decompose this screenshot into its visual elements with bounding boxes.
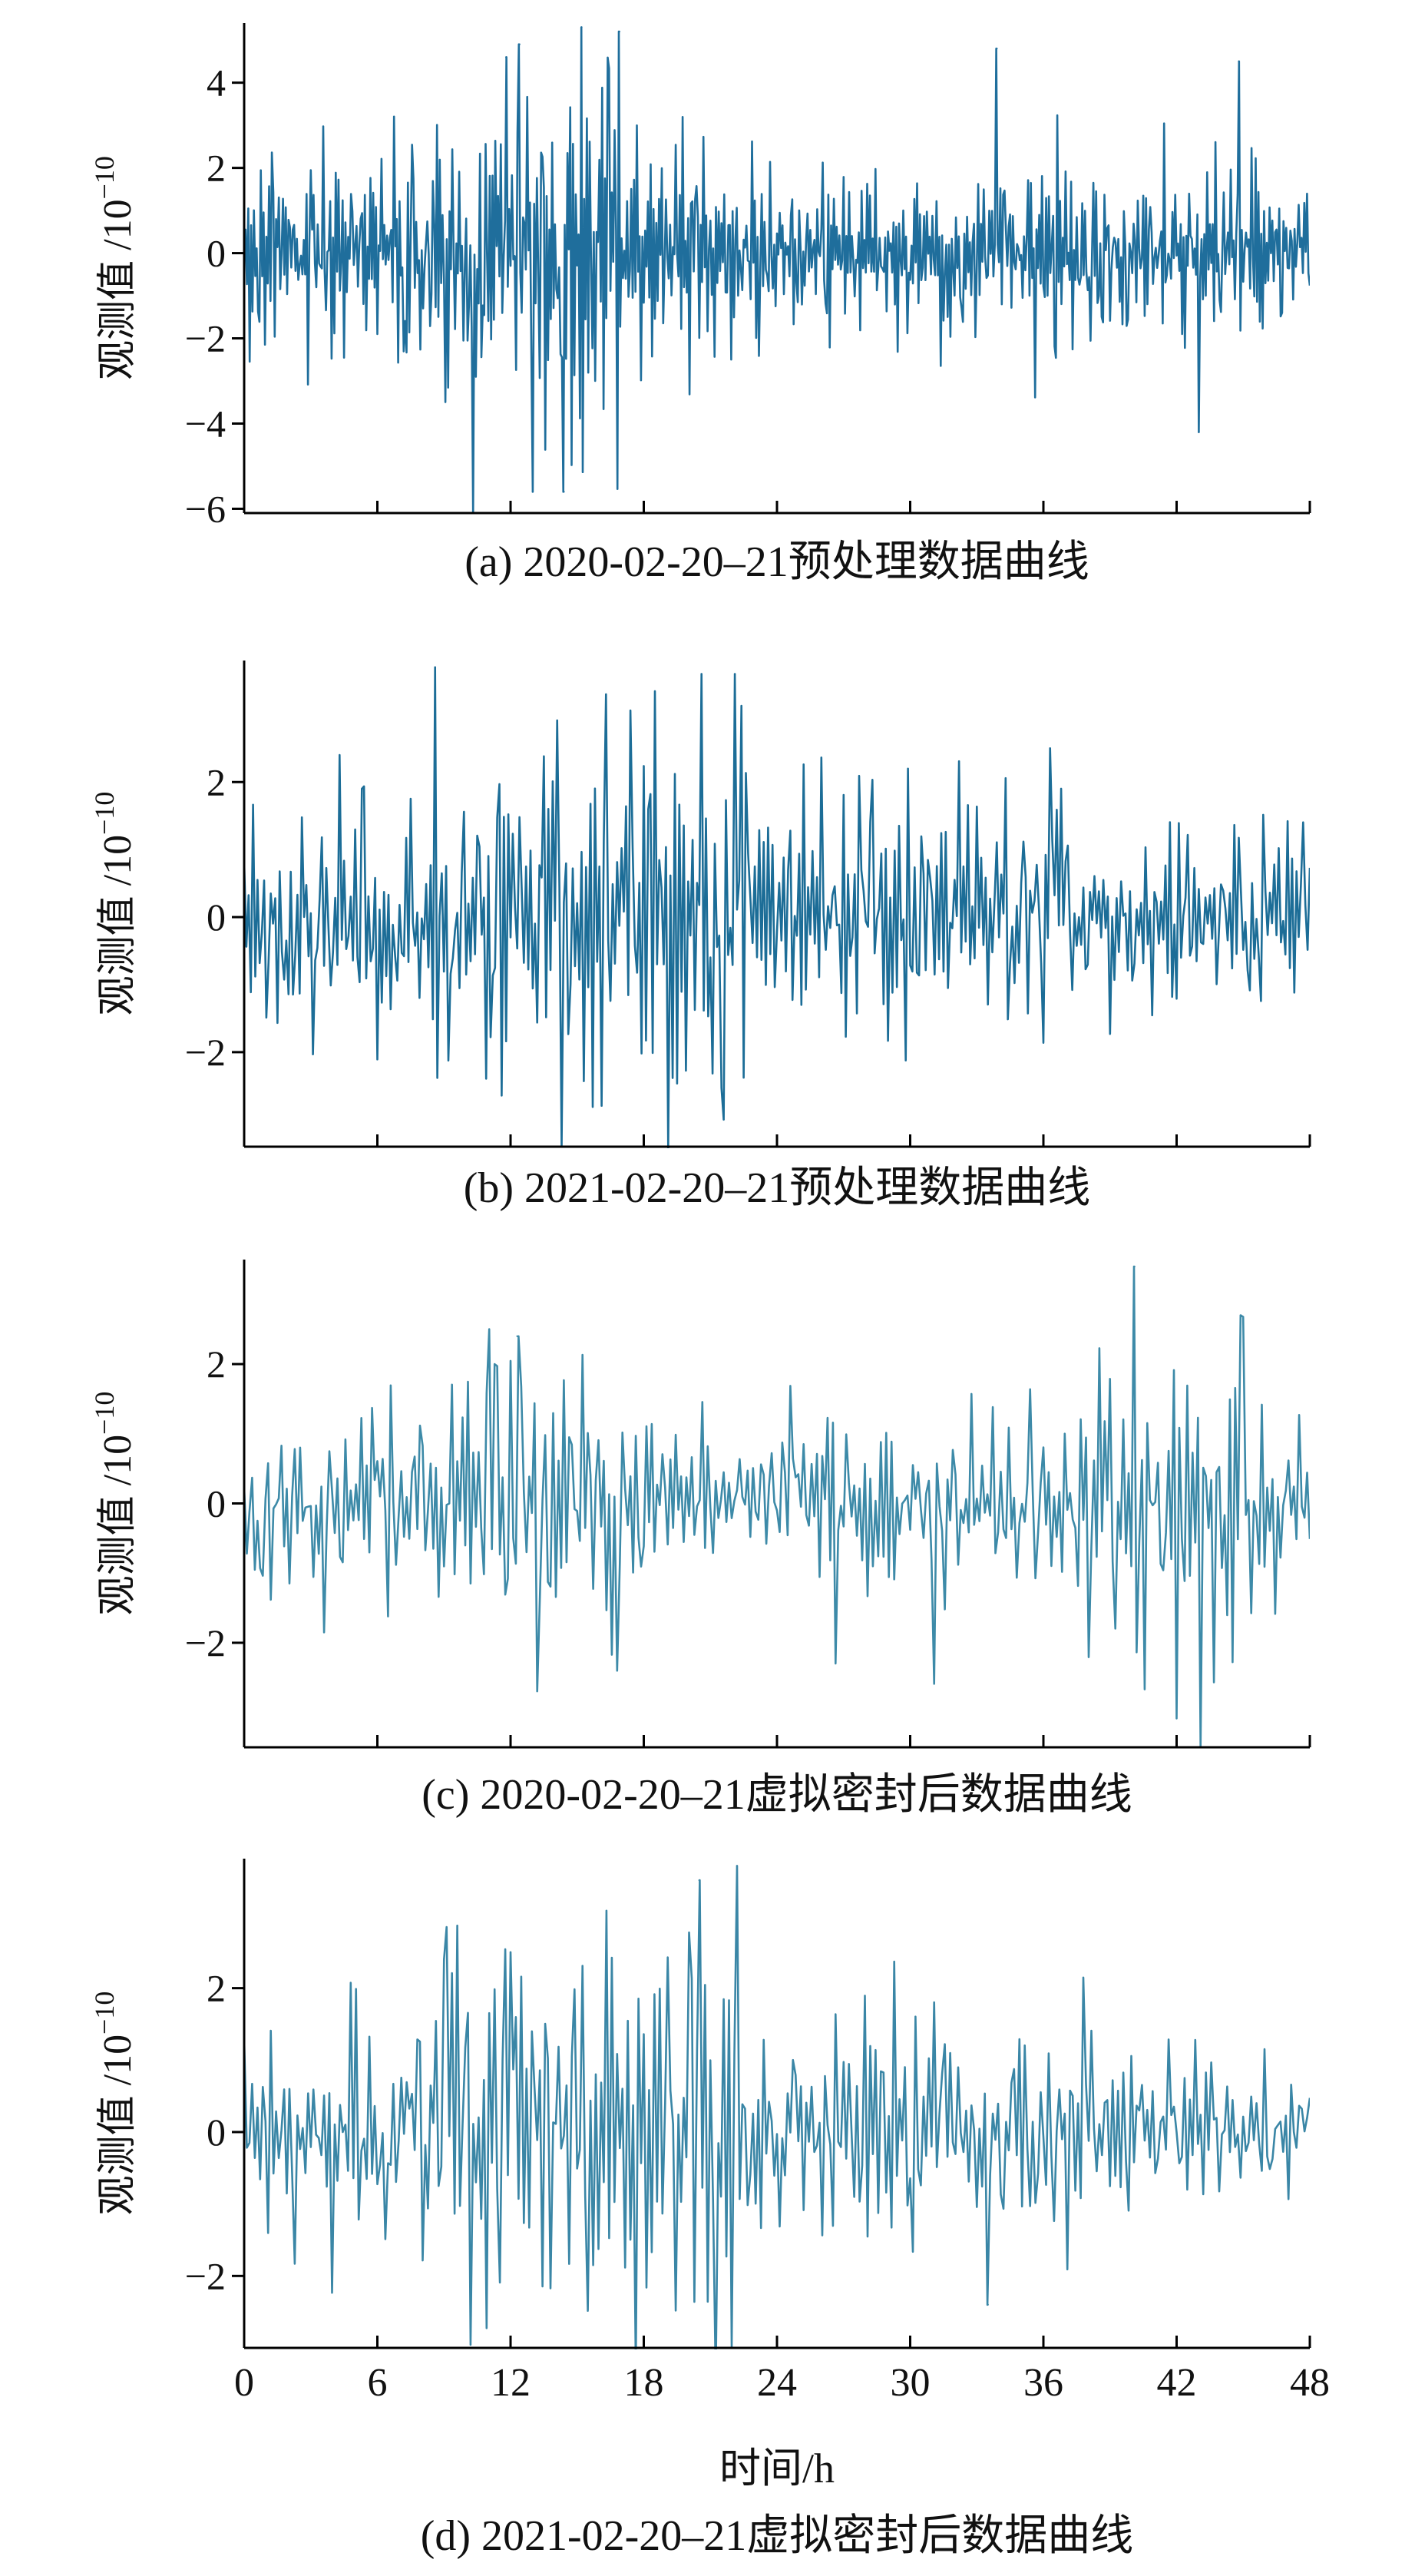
y-tick-label: −2 <box>185 2254 226 2297</box>
data-point-peak <box>1240 1314 1242 1316</box>
y-axis-label: 观测值 /10−10 <box>89 792 140 1016</box>
y-axis-label: 观测值 /10−10 <box>89 1992 140 2216</box>
panel-caption: (d) 2021-02-20–21虚拟密封后数据曲线 <box>421 2512 1134 2560</box>
data-series-line <box>244 26 1310 515</box>
y-tick-label: −2 <box>185 317 226 360</box>
y-tick-label: 0 <box>207 1482 226 1525</box>
data-point-peak <box>1049 747 1051 750</box>
chart-panel-4: 0 6 12 18 24 30 36 42 48 −2 0 2 观测值 /10−10 时间/h (d) 20… <box>89 1859 1330 2560</box>
data-point-peak <box>580 26 583 28</box>
y-tick-label: 4 <box>207 61 226 104</box>
data-point-peak <box>996 48 998 50</box>
chart-panel-2: −2 0 2 观测值 /10−10 (b) 2021-02-20–21预处理数据曲线 <box>89 661 1311 1212</box>
panel-caption: (c) 2020-02-20–21虚拟密封后数据曲线 <box>422 1771 1132 1819</box>
y-tick-label: 2 <box>207 760 226 803</box>
data-point-peak <box>434 666 436 668</box>
data-point-peak <box>700 673 703 675</box>
chart-panel-1: −6 −4 −2 0 2 4 观测值 /10−10 (a) 2020-02-20–21预处理数… <box>89 23 1311 586</box>
data-point-peak <box>505 56 507 58</box>
data-point-peak <box>443 1958 445 1961</box>
data-point-peak <box>509 1951 512 1953</box>
data-point-peak <box>736 1865 739 1867</box>
y-tick-label: 2 <box>207 147 226 190</box>
data-point-peak <box>698 1879 700 1882</box>
y-axis-label: 观测值 /10−10 <box>89 156 140 380</box>
x-tick-label: 48 <box>1290 2361 1330 2405</box>
panel-caption: (a) 2020-02-20–21预处理数据曲线 <box>465 538 1089 586</box>
panel-caption: (b) 2021-02-20–21预处理数据曲线 <box>464 1164 1091 1212</box>
x-tick-label: 42 <box>1157 2361 1197 2405</box>
data-point-peak <box>733 673 736 675</box>
data-point-peak <box>516 1335 518 1338</box>
y-tick-label: 0 <box>207 896 226 939</box>
x-tick-label: 18 <box>624 2361 664 2405</box>
data-point-peak <box>1198 431 1200 433</box>
y-tick-label: −2 <box>185 1621 226 1664</box>
x-tick-label: 24 <box>757 2361 797 2405</box>
x-tick-label: 36 <box>1023 2361 1063 2405</box>
x-tick-label: 6 <box>368 2361 388 2405</box>
y-tick-label: 0 <box>207 232 226 275</box>
data-point-peak <box>605 693 607 696</box>
x-tick-label: 30 <box>891 2361 931 2405</box>
data-point-peak <box>616 1670 618 1672</box>
data-point-peak <box>618 30 620 33</box>
x-tick-label: 0 <box>234 2361 254 2405</box>
data-point-peak <box>1133 1265 1136 1268</box>
x-axis-label: 时间/h <box>719 2445 835 2492</box>
x-tick-label: 12 <box>491 2361 531 2405</box>
y-tick-label: 0 <box>207 2111 226 2154</box>
y-tick-label: 2 <box>207 1343 226 1386</box>
data-point-peak <box>518 43 521 45</box>
data-series-line <box>244 1265 1310 1749</box>
data-point-peak <box>987 2303 989 2306</box>
data-point-peak <box>722 1118 725 1121</box>
y-tick-label: −2 <box>185 1031 226 1074</box>
data-point-peak <box>1238 60 1240 63</box>
y-tick-label: −4 <box>185 402 226 445</box>
y-axis-label: 观测值 /10−10 <box>89 1392 140 1616</box>
data-series-line <box>244 1865 1310 2349</box>
y-tick-label: −6 <box>185 487 226 530</box>
y-tick-label: 2 <box>207 1967 226 2010</box>
chart-panel-3: −2 0 2 观测值 /10−10 (c) 2020-02-20–21虚拟密封后数据曲线 <box>89 1260 1311 1819</box>
data-point-peak <box>531 491 534 493</box>
data-point-peak <box>563 491 565 493</box>
data-series-line <box>244 666 1310 1148</box>
